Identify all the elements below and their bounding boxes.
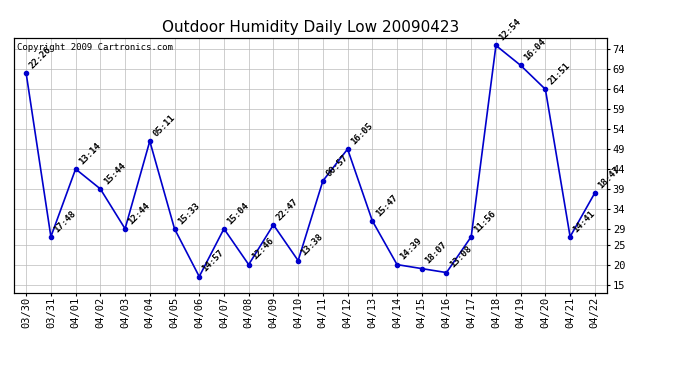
Text: 17:48: 17:48 [52,209,78,234]
Text: 13:14: 13:14 [77,141,102,166]
Text: 18:47: 18:47 [596,165,622,190]
Text: 13:08: 13:08 [448,244,473,270]
Text: 14:41: 14:41 [571,209,597,234]
Text: 12:46: 12:46 [250,237,275,262]
Text: 00:57: 00:57 [324,153,350,178]
Text: 13:38: 13:38 [299,232,325,258]
Text: 18:07: 18:07 [423,240,448,266]
Text: 16:05: 16:05 [349,121,375,146]
Text: 16:04: 16:04 [522,37,547,63]
Text: 14:57: 14:57 [201,248,226,274]
Text: 15:04: 15:04 [226,201,250,226]
Text: 15:47: 15:47 [374,193,399,218]
Text: 12:54: 12:54 [497,17,523,43]
Text: 21:51: 21:51 [546,61,572,87]
Text: 22:26: 22:26 [28,45,53,70]
Text: 15:33: 15:33 [176,201,201,226]
Text: 15:44: 15:44 [101,161,127,186]
Text: 12:44: 12:44 [126,201,152,226]
Text: 22:47: 22:47 [275,196,300,222]
Text: 11:56: 11:56 [473,209,498,234]
Title: Outdoor Humidity Daily Low 20090423: Outdoor Humidity Daily Low 20090423 [162,20,459,35]
Text: 14:39: 14:39 [398,237,424,262]
Text: 05:11: 05:11 [151,113,177,138]
Text: Copyright 2009 Cartronics.com: Copyright 2009 Cartronics.com [17,43,172,52]
